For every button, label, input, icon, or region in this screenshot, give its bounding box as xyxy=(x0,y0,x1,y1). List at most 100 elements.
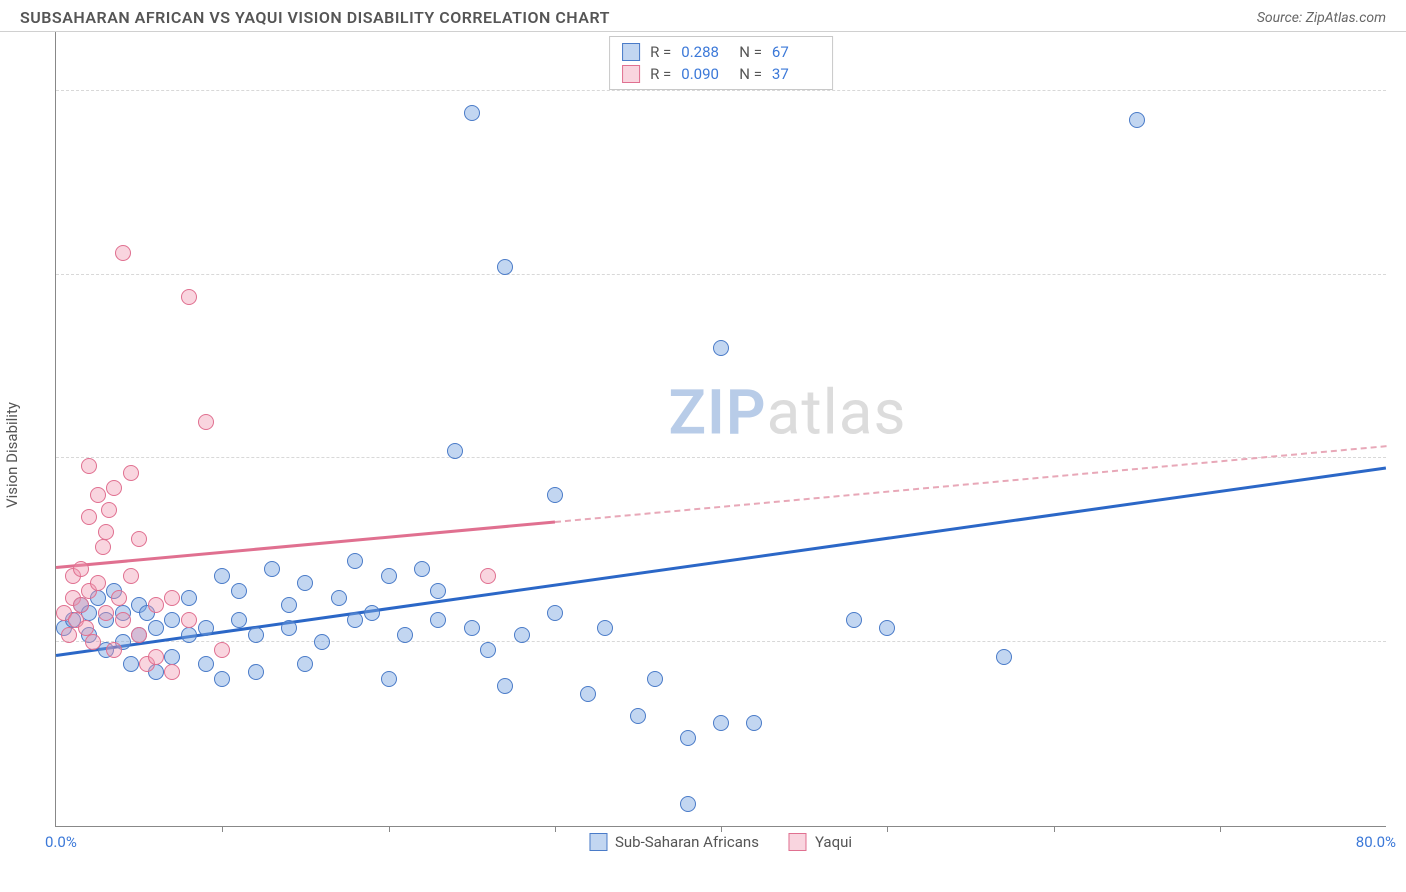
data-point xyxy=(181,289,197,305)
gridline xyxy=(56,274,1386,275)
x-tick xyxy=(222,826,223,832)
data-point xyxy=(347,612,363,628)
data-point xyxy=(61,627,77,643)
x-tick xyxy=(1054,826,1055,832)
data-point xyxy=(480,568,496,584)
data-point xyxy=(123,465,139,481)
data-point xyxy=(464,105,480,121)
y-tick-label: 2.5% xyxy=(1396,633,1406,651)
data-point xyxy=(281,597,297,613)
data-point xyxy=(514,627,530,643)
data-point xyxy=(547,487,563,503)
data-point xyxy=(90,575,106,591)
trend-line xyxy=(56,521,555,569)
n-value-blue: 67 xyxy=(772,43,820,61)
data-point xyxy=(231,612,247,628)
x-tick xyxy=(1220,826,1221,832)
data-point xyxy=(331,590,347,606)
series-legend: Sub-Saharan Africans Yaqui xyxy=(589,833,852,851)
swatch-pink-icon xyxy=(789,833,807,851)
data-point xyxy=(131,531,147,547)
data-point xyxy=(746,715,762,731)
gridline xyxy=(56,457,1386,458)
data-point xyxy=(597,620,613,636)
data-point xyxy=(198,656,214,672)
data-point xyxy=(198,620,214,636)
data-point xyxy=(164,590,180,606)
data-point xyxy=(90,487,106,503)
x-tick xyxy=(887,826,888,832)
watermark-part1: ZIP xyxy=(669,377,767,450)
data-point xyxy=(98,605,114,621)
correlation-legend: R = 0.288 N = 67 R = 0.090 N = 37 xyxy=(609,36,833,90)
data-point xyxy=(497,259,513,275)
data-point xyxy=(115,612,131,628)
data-point xyxy=(480,642,496,658)
data-point xyxy=(198,414,214,430)
data-point xyxy=(148,649,164,665)
data-point xyxy=(447,443,463,459)
data-point xyxy=(630,708,646,724)
data-point xyxy=(996,649,1012,665)
n-label: N = xyxy=(739,65,762,83)
data-point xyxy=(248,664,264,680)
chart-header: SUBSAHARAN AFRICAN VS YAQUI VISION DISAB… xyxy=(0,0,1406,32)
swatch-blue-icon xyxy=(589,833,607,851)
data-point xyxy=(214,671,230,687)
data-point xyxy=(314,634,330,650)
data-point xyxy=(123,656,139,672)
swatch-blue-icon xyxy=(622,43,640,61)
data-point xyxy=(214,568,230,584)
swatch-pink-icon xyxy=(622,65,640,83)
chart-plot-area: ZIPatlas 2.5%5.0%7.5%10.0% R = 0.288 N =… xyxy=(55,32,1386,827)
data-point xyxy=(106,480,122,496)
legend-label-pink: Yaqui xyxy=(815,833,852,851)
data-point xyxy=(148,620,164,636)
data-point xyxy=(101,502,117,518)
scatter-plot: ZIPatlas 2.5%5.0%7.5%10.0% xyxy=(56,32,1386,826)
data-point xyxy=(414,561,430,577)
data-point xyxy=(131,627,147,643)
data-point xyxy=(297,575,313,591)
y-tick-label: 5.0% xyxy=(1396,449,1406,467)
data-point xyxy=(181,627,197,643)
chart-source: Source: ZipAtlas.com xyxy=(1257,10,1386,26)
data-point xyxy=(430,612,446,628)
data-point xyxy=(248,627,264,643)
data-point xyxy=(281,620,297,636)
legend-item-blue: Sub-Saharan Africans xyxy=(589,833,759,851)
data-point xyxy=(464,620,480,636)
x-max-label: 80.0% xyxy=(1356,833,1396,851)
x-min-label: 0.0% xyxy=(45,833,77,851)
data-point xyxy=(680,730,696,746)
data-point xyxy=(81,458,97,474)
data-point xyxy=(347,553,363,569)
r-label: R = xyxy=(650,65,671,83)
data-point xyxy=(164,649,180,665)
data-point xyxy=(123,568,139,584)
data-point xyxy=(364,605,380,621)
data-point xyxy=(297,656,313,672)
y-tick-label: 7.5% xyxy=(1396,266,1406,284)
n-value-pink: 37 xyxy=(772,65,820,83)
data-point xyxy=(381,671,397,687)
data-point xyxy=(95,539,111,555)
chart-title: SUBSAHARAN AFRICAN VS YAQUI VISION DISAB… xyxy=(20,8,610,27)
data-point xyxy=(98,524,114,540)
data-point xyxy=(106,642,122,658)
data-point xyxy=(879,620,895,636)
legend-label-blue: Sub-Saharan Africans xyxy=(615,833,759,851)
data-point xyxy=(1129,112,1145,128)
r-value-pink: 0.090 xyxy=(681,65,729,83)
data-point xyxy=(231,583,247,599)
data-point xyxy=(73,561,89,577)
data-point xyxy=(547,605,563,621)
y-axis-title: Vision Disability xyxy=(3,402,21,508)
data-point xyxy=(214,642,230,658)
data-point xyxy=(148,597,164,613)
data-point xyxy=(264,561,280,577)
data-point xyxy=(164,664,180,680)
data-point xyxy=(846,612,862,628)
x-axis-labels: 0.0% Sub-Saharan Africans Yaqui 80.0% xyxy=(55,833,1386,863)
data-point xyxy=(397,627,413,643)
